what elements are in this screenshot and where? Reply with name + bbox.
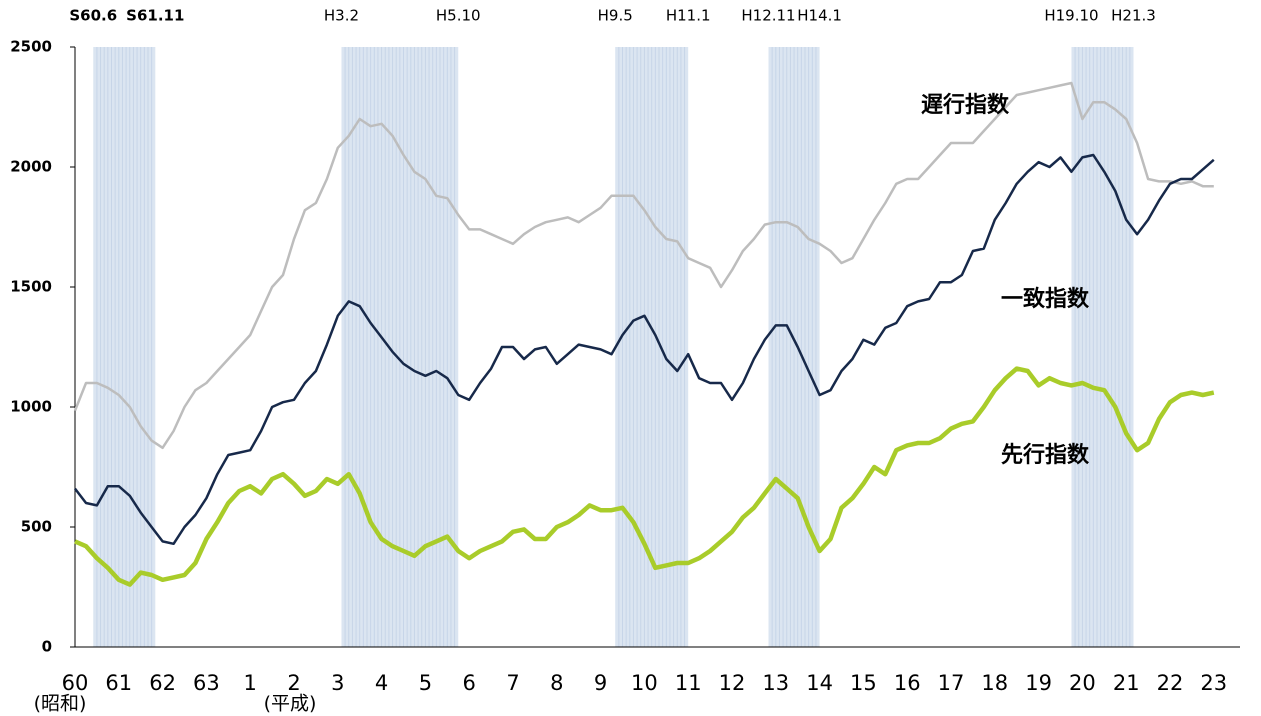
x-tick-label: 14 — [806, 671, 833, 695]
series-label: 遅行指数 — [921, 92, 1010, 118]
series-line — [73, 81, 1214, 450]
x-tick-label: 20 — [1069, 671, 1096, 695]
x-tick-label: 8 — [550, 671, 563, 695]
x-tick-label: 60 — [62, 671, 89, 695]
x-tick-label: 13 — [762, 671, 789, 695]
x-tick-label: 17 — [938, 671, 965, 695]
y-tick-label: 0 — [42, 638, 52, 656]
recession-end-label: H11.1 — [666, 7, 711, 25]
x-tick-label: 1 — [244, 671, 257, 695]
x-tick-label: 11 — [675, 671, 702, 695]
recession-start-label: H3.2 — [324, 7, 359, 25]
x-tick-label: 15 — [850, 671, 877, 695]
recession-start-label: S60.6 — [69, 7, 117, 25]
x-tick-label: 18 — [981, 671, 1008, 695]
recession-band — [1071, 47, 1134, 647]
x-tick-label: 6 — [463, 671, 476, 695]
x-tick-label: 5 — [419, 671, 432, 695]
x-tick-label: 9 — [594, 671, 607, 695]
recession-start-label: H9.5 — [598, 7, 633, 25]
y-tick-label: 1500 — [10, 278, 52, 296]
y-tick-label: 1000 — [10, 398, 52, 416]
x-tick-label: 21 — [1113, 671, 1140, 695]
recession-end-label: H5.10 — [436, 7, 481, 25]
x-tick-label: 16 — [894, 671, 921, 695]
series-line — [74, 366, 1215, 587]
y-tick-label: 2000 — [10, 158, 52, 176]
x-tick-label: 63 — [193, 671, 220, 695]
x-tick-label: 10 — [631, 671, 658, 695]
y-tick-label: 2500 — [10, 38, 52, 56]
era-label: (昭和) — [34, 693, 87, 715]
recession-end-label: H21.3 — [1111, 7, 1156, 25]
x-tick-label: 7 — [506, 671, 519, 695]
recession-band — [93, 47, 156, 647]
x-tick-label: 19 — [1025, 671, 1052, 695]
x-tick-label: 12 — [719, 671, 746, 695]
x-tick-label: 4 — [375, 671, 388, 695]
series-label: 先行指数 — [1001, 442, 1090, 468]
recession-end-label: H14.1 — [797, 7, 842, 25]
x-tick-label: 22 — [1157, 671, 1184, 695]
x-tick-label: 23 — [1200, 671, 1227, 695]
era-label: (平成) — [264, 693, 317, 715]
x-tick-label: 62 — [149, 671, 176, 695]
recession-end-label: S61.11 — [126, 7, 184, 25]
x-tick-label: 2 — [287, 671, 300, 695]
recession-start-label: H12.11 — [741, 7, 795, 25]
x-tick-label: 3 — [331, 671, 344, 695]
recession-start-label: H19.10 — [1044, 7, 1098, 25]
y-tick-label: 500 — [21, 518, 52, 536]
series-label: 一致指数 — [1001, 286, 1090, 312]
series-line — [74, 153, 1215, 546]
x-tick-label: 61 — [105, 671, 132, 695]
